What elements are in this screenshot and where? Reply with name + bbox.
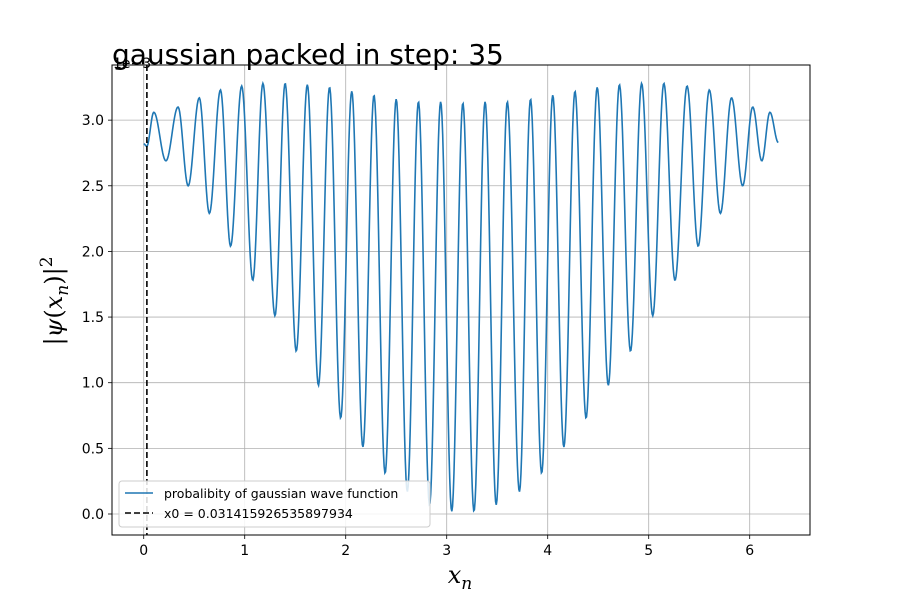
plot-frame — [111, 64, 811, 536]
x-tick-label: 5 — [644, 543, 653, 559]
x-axis-label-sub: n — [461, 574, 472, 594]
y-axis-label-open: ( — [40, 309, 68, 318]
x-axis-label-main: x — [448, 561, 462, 589]
x-tick-label: 0 — [139, 543, 148, 559]
y-axis-label-sup: 2 — [37, 256, 57, 267]
y-axis-label-left: | — [40, 337, 69, 345]
y-tick-label: 1.0 — [82, 376, 104, 392]
x-ticks: 0 1 2 3 4 5 6 — [139, 535, 754, 559]
x-tick-label: 4 — [543, 543, 552, 559]
x-tick-label: 6 — [745, 543, 754, 559]
y-axis-label-close: )| — [40, 267, 69, 284]
legend-box — [118, 480, 431, 528]
y-ticks: 0.0 0.5 1.0 1.5 2.0 2.5 3.0 — [82, 113, 112, 523]
series-layer — [143, 65, 779, 535]
y-tick-label: 1.5 — [82, 310, 104, 326]
legend-label-x0: x0 = 0.031415926535897934 — [164, 506, 353, 521]
x-tick-label: 2 — [341, 543, 350, 559]
legend: probalibity of gaussian wave function x0… — [118, 480, 431, 528]
y-tick-label: 2.0 — [82, 244, 104, 260]
y-axis-label-x: x — [40, 295, 68, 309]
y-axis-label-sub: n — [53, 285, 73, 296]
y-axis-label-psi: ψ — [40, 317, 68, 337]
x-tick-label: 1 — [240, 543, 249, 559]
x-axis-label: xn — [448, 561, 473, 594]
chart-title: gaussian packed in step: 35 — [112, 38, 504, 71]
y-offset-label: 1e−3 — [113, 56, 151, 72]
y-tick-label: 3.0 — [82, 113, 104, 129]
y-axis-label: |ψ(xn)|2 — [37, 256, 73, 345]
series-line-wave — [143, 80, 779, 513]
y-tick-label: 2.5 — [82, 179, 104, 195]
legend-label-wave: probalibity of gaussian wave function — [164, 486, 398, 501]
y-tick-label: 0.0 — [82, 507, 104, 523]
x-tick-label: 3 — [442, 543, 451, 559]
y-tick-label: 0.5 — [82, 441, 104, 457]
